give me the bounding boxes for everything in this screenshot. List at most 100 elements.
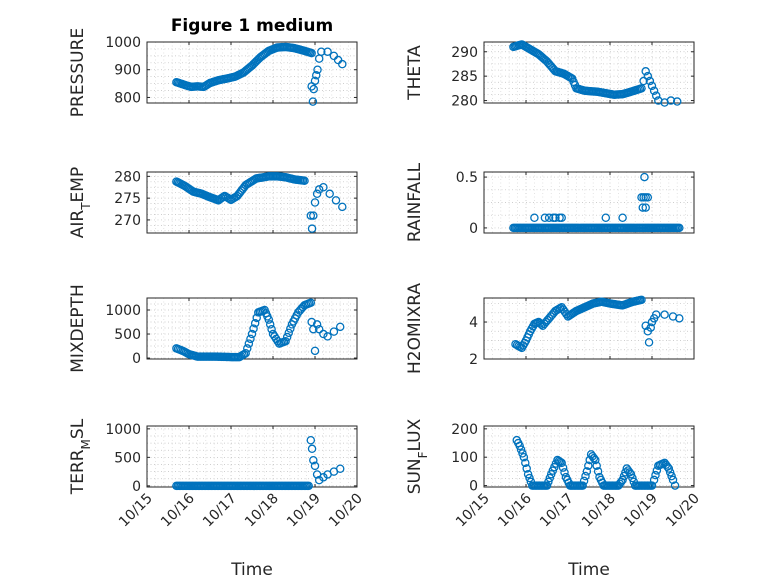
y-tick-label: 1000 bbox=[105, 422, 141, 438]
subplot-pressure: 800 900 1000 PRESSURE bbox=[68, 28, 358, 117]
x-tick-label: 10/16 bbox=[158, 490, 198, 530]
data-point bbox=[264, 315, 274, 324]
x-tick-label: 10/16 bbox=[495, 490, 535, 530]
data-point bbox=[312, 71, 321, 80]
subplot-terr_msl: 0 500 1000 10/15 10/16 10/17 10/18 10/19 10/20 TE… bbox=[68, 418, 366, 580]
data-point bbox=[523, 469, 533, 479]
data-point bbox=[310, 198, 320, 207]
data-point bbox=[651, 310, 661, 319]
data-point bbox=[592, 461, 601, 470]
data-point bbox=[668, 475, 678, 485]
y-tick-label: 800 bbox=[114, 90, 141, 106]
data-point bbox=[522, 464, 531, 473]
data-point bbox=[333, 55, 343, 65]
data-point bbox=[314, 185, 324, 194]
data-point bbox=[309, 455, 318, 465]
data-point bbox=[309, 84, 318, 94]
data-point bbox=[530, 213, 539, 222]
data-point bbox=[516, 445, 526, 454]
data-point bbox=[309, 211, 318, 220]
data-point bbox=[319, 473, 328, 482]
data-point bbox=[312, 189, 322, 199]
y-tick-label: 1000 bbox=[105, 303, 141, 319]
x-tick-label: 10/18 bbox=[579, 491, 619, 531]
data-point bbox=[643, 71, 653, 81]
data-point bbox=[304, 481, 313, 491]
subplot-theta: 280 285 290 THETA bbox=[405, 40, 695, 110]
data-point bbox=[313, 65, 322, 74]
data-point bbox=[244, 339, 254, 348]
x-tick-label: 10/15 bbox=[453, 491, 493, 531]
data-point bbox=[286, 324, 295, 333]
y-tick-label: 2 bbox=[469, 352, 478, 368]
x-axis-label: Time bbox=[567, 560, 610, 580]
x-tick-label: 10/15 bbox=[116, 491, 156, 531]
data-point bbox=[667, 471, 676, 481]
data-point bbox=[282, 332, 292, 342]
y-tick-label: 200 bbox=[451, 422, 478, 438]
data-point bbox=[649, 475, 659, 485]
y-tick-label: 280 bbox=[451, 94, 478, 110]
data-point bbox=[557, 213, 566, 222]
axes-box bbox=[146, 297, 358, 360]
data-point bbox=[241, 348, 250, 358]
y-axis-label: TERRMSL bbox=[68, 418, 93, 495]
data-point bbox=[593, 467, 603, 476]
data-point bbox=[310, 461, 320, 471]
data-point bbox=[637, 84, 646, 93]
data-point bbox=[646, 323, 655, 332]
x-tick-label: 10/18 bbox=[242, 491, 282, 531]
data-point bbox=[525, 473, 534, 483]
x-tick-label: 10/19 bbox=[284, 491, 324, 531]
data-point bbox=[265, 320, 275, 329]
data-point bbox=[267, 324, 276, 334]
data-point bbox=[665, 468, 675, 477]
data-point bbox=[660, 310, 669, 319]
axes-box bbox=[483, 425, 695, 488]
data-point bbox=[306, 211, 316, 220]
data-point bbox=[519, 452, 529, 462]
data-point bbox=[651, 470, 660, 480]
data-point bbox=[335, 322, 345, 332]
y-axis-label: AIRTEMP bbox=[68, 167, 93, 238]
data-point bbox=[589, 453, 599, 463]
data-point bbox=[243, 344, 252, 353]
data-point bbox=[649, 86, 659, 96]
y-tick-label: 0 bbox=[469, 221, 478, 237]
data-point bbox=[675, 223, 684, 233]
data-point bbox=[314, 324, 324, 334]
data-point bbox=[644, 338, 654, 347]
data-point bbox=[515, 441, 524, 451]
data-point bbox=[581, 471, 590, 481]
x-tick-label: 10/17 bbox=[537, 491, 577, 531]
data-point bbox=[319, 182, 328, 192]
data-point bbox=[591, 455, 600, 465]
data-point bbox=[521, 458, 530, 468]
y-axis-label: PRESSURE bbox=[68, 28, 88, 117]
data-point bbox=[300, 176, 309, 185]
axes-box bbox=[483, 171, 695, 234]
data-point bbox=[626, 469, 636, 479]
data-point bbox=[306, 298, 316, 308]
subplot-mixdepth: 0 500 1000 MIXDEPTH bbox=[68, 284, 358, 373]
x-tick-label: 10/17 bbox=[200, 491, 240, 531]
data-point bbox=[578, 481, 587, 490]
data-point bbox=[308, 97, 318, 106]
data-point bbox=[645, 76, 655, 86]
y-axis-label: RAINFALL bbox=[405, 162, 425, 242]
y-tick-label: 500 bbox=[114, 327, 141, 343]
data-point bbox=[666, 96, 676, 105]
axes-box bbox=[146, 41, 358, 104]
data-point bbox=[338, 202, 347, 212]
axes-box bbox=[483, 41, 695, 104]
y-tick-label: 1000 bbox=[105, 35, 141, 51]
data-point bbox=[329, 327, 339, 336]
y-tick-label: 100 bbox=[451, 450, 478, 466]
data-point bbox=[545, 473, 555, 483]
data-point bbox=[307, 224, 317, 233]
data-point bbox=[247, 329, 257, 339]
subplot-sun_flux: 0 100 200 10/15 10/16 10/17 10/18 10/19 10/20 SUN… bbox=[405, 418, 703, 580]
y-axis-label: THETA bbox=[405, 45, 425, 101]
data-point bbox=[670, 481, 680, 490]
